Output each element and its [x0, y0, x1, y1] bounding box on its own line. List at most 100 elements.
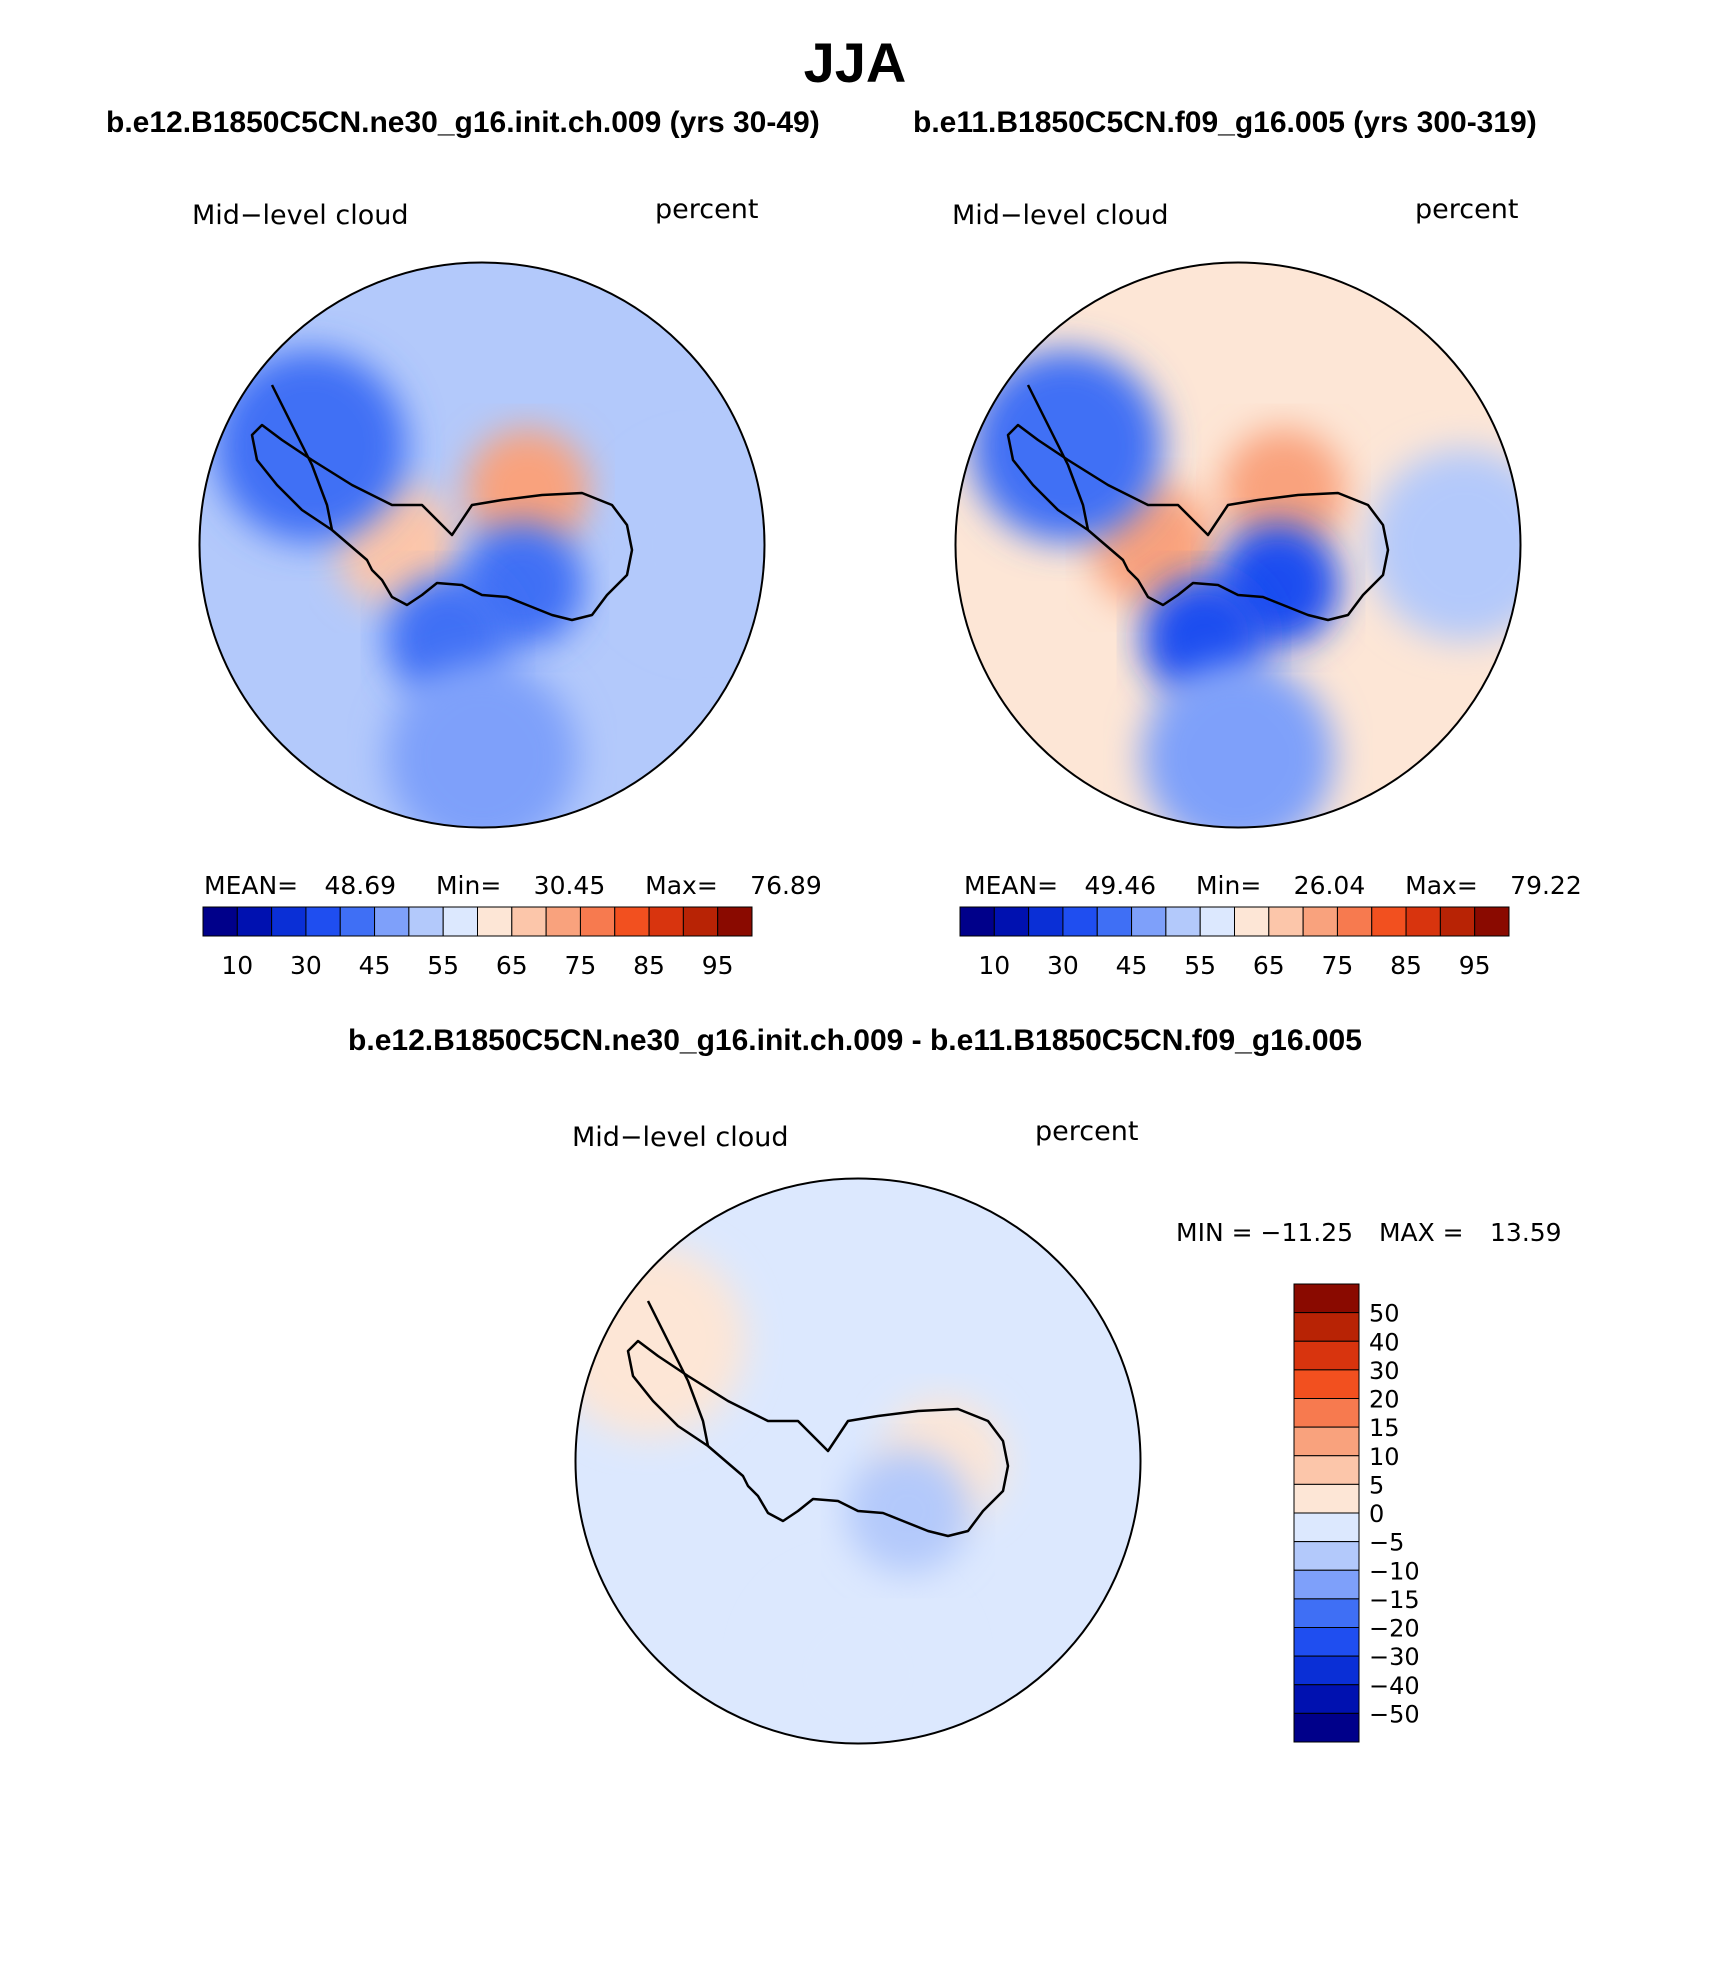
- left-colorbar-swatch: [374, 906, 410, 937]
- left-colorbar-swatch: [408, 906, 444, 937]
- right-colorbar-swatch: [993, 906, 1030, 937]
- right-map-coastline: [1006, 423, 1390, 622]
- right-colorbar-swatch: [959, 906, 995, 937]
- diff-colorbar-tick-label: −50: [1369, 1700, 1420, 1728]
- right-colorbar-swatch: [1096, 906, 1133, 937]
- diff-colorbar-swatch: [1293, 1340, 1360, 1371]
- diff-colorbar-tick-label: −30: [1369, 1643, 1420, 1671]
- left-min-label: Min=: [435, 871, 502, 900]
- right-colorbar-tick-label: 85: [1390, 951, 1422, 980]
- left-stats: MEAN= 48.69 Min= 30.45 Max= 76.89: [204, 871, 822, 900]
- left-colorbar-swatch: [339, 906, 376, 937]
- right-colorbar-swatch: [1336, 906, 1373, 937]
- diff-colorbar-swatch: [1293, 1512, 1360, 1543]
- left-map-region: [612, 448, 765, 642]
- left-colorbar-tick-label: 75: [565, 951, 597, 980]
- right-min-label: Min=: [1195, 871, 1262, 900]
- diff-map-region: [575, 1244, 746, 1437]
- right-colorbar-swatch: [1028, 906, 1064, 937]
- diff-min-label: MIN =: [1176, 1218, 1253, 1247]
- diff-colorbar-swatch: [1293, 1655, 1360, 1686]
- left-map-border: [198, 261, 766, 829]
- diff-map-coastline: [626, 1339, 1010, 1538]
- left-colorbar-swatch: [511, 906, 547, 937]
- right-colorbar-swatch: [1474, 906, 1510, 937]
- left-colorbar-swatch: [717, 906, 753, 937]
- figure-title: JJA: [803, 31, 907, 94]
- right-max-value: 79.22: [1510, 871, 1582, 900]
- left-max-label: Max=: [645, 871, 718, 900]
- right-colorbar-tick-label: 65: [1253, 951, 1285, 980]
- diff-colorbar-tick-label: 50: [1369, 1300, 1400, 1328]
- left-map-region: [465, 428, 590, 554]
- diff-colorbar-tick-label: 0: [1369, 1500, 1384, 1528]
- left-max-value: 76.89: [750, 871, 822, 900]
- left-colorbar-swatch: [648, 906, 684, 937]
- right-mean-value: 49.46: [1084, 871, 1157, 900]
- left-colorbar-tick-label: 30: [290, 951, 322, 980]
- right-colorbar-swatch: [1131, 906, 1167, 937]
- left-colorbar-swatch: [614, 906, 650, 937]
- diff-min-value: −11.25: [1260, 1218, 1354, 1247]
- left-map-coastline: [250, 423, 634, 622]
- diff-colorbar-swatch: [1293, 1684, 1360, 1714]
- right-map-region: [1141, 661, 1335, 828]
- diff-colorbar-tick-label: −40: [1369, 1672, 1420, 1700]
- left-map-peninsula-coast: [270, 384, 334, 531]
- left-mean-value: 48.69: [324, 871, 397, 900]
- left-colorbar-swatch: [442, 906, 478, 937]
- diff-colorbar-swatch: [1293, 1627, 1360, 1657]
- left-colorbar-tick-label: 45: [359, 951, 391, 980]
- diff-colorbar-swatch: [1293, 1398, 1360, 1428]
- left-colorbar-tick-label: 55: [427, 951, 459, 980]
- left-colorbar-swatch: [305, 906, 341, 937]
- diff-max-value: 13.59: [1490, 1218, 1562, 1247]
- diff-map-region: [761, 1577, 955, 1744]
- left-variable-label: Mid−level cloud: [192, 200, 409, 231]
- right-colorbar-swatch: [1371, 906, 1407, 937]
- difference-title: b.e12.B1850C5CN.ne30_g16.init.ch.009 - b…: [348, 1024, 1362, 1057]
- left-colorbar-swatch: [579, 906, 616, 937]
- right-units-label: percent: [1415, 194, 1519, 225]
- diff-max-label: MAX =: [1378, 1218, 1464, 1247]
- left-colorbar-swatch: [477, 906, 513, 937]
- right-map-peninsula-coast: [1026, 384, 1090, 531]
- right-map-region: [970, 349, 1163, 543]
- diff-units-label: percent: [1035, 1116, 1139, 1147]
- right-colorbar-swatch: [1439, 906, 1476, 937]
- diff-map-peninsula-coast: [646, 1300, 710, 1447]
- left-min-value: 30.45: [533, 871, 606, 900]
- right-colorbar-swatch: [1199, 906, 1235, 937]
- diff-map-region: [845, 1448, 971, 1574]
- right-max-label: Max=: [1405, 871, 1478, 900]
- right-colorbar-swatch: [1268, 906, 1304, 937]
- right-colorbar-swatch: [1405, 906, 1441, 937]
- diff-colorbar-swatch: [1293, 1598, 1360, 1628]
- right-colorbar-tick-label: 30: [1047, 951, 1079, 980]
- right-map-region: [1221, 428, 1346, 554]
- right-colorbar-tick-label: 45: [1116, 951, 1148, 980]
- difference-polar-map: [575, 1178, 1141, 1744]
- diff-colorbar-tick-label: 10: [1369, 1443, 1400, 1471]
- right-polar-map: [955, 262, 1521, 828]
- right-min-value: 26.04: [1293, 871, 1366, 900]
- right-colorbar-tick-label: 75: [1322, 951, 1354, 980]
- left-colorbar-swatch: [682, 906, 719, 937]
- right-colorbar-swatch: [1234, 906, 1270, 937]
- left-colorbar-swatch: [545, 906, 581, 937]
- left-case-title: b.e12.B1850C5CN.ne30_g16.init.ch.009 (yr…: [106, 106, 820, 139]
- diff-colorbar-tick-label: 40: [1369, 1328, 1400, 1356]
- diff-colorbar-tick-label: 15: [1369, 1414, 1400, 1442]
- right-colorbar-swatch: [1302, 906, 1338, 937]
- diff-colorbar-swatch: [1293, 1312, 1360, 1342]
- diff-colorbar-tick-label: 30: [1369, 1357, 1400, 1385]
- diff-colorbar-swatch: [1293, 1369, 1360, 1399]
- diff-colorbar-swatch: [1293, 1426, 1360, 1457]
- left-units-label: percent: [655, 194, 759, 225]
- left-colorbar-tick-label: 10: [221, 951, 253, 980]
- left-mean-label: MEAN=: [204, 871, 299, 900]
- colorbars: 10 30 45 55 65 75 85 95 10 30 45 55 65 75 85 9550403020…: [202, 906, 1510, 1743]
- right-colorbar-tick-label: 55: [1184, 951, 1216, 980]
- diff-colorbar-swatch: [1293, 1569, 1360, 1600]
- left-colorbar-tick-label: 95: [702, 951, 734, 980]
